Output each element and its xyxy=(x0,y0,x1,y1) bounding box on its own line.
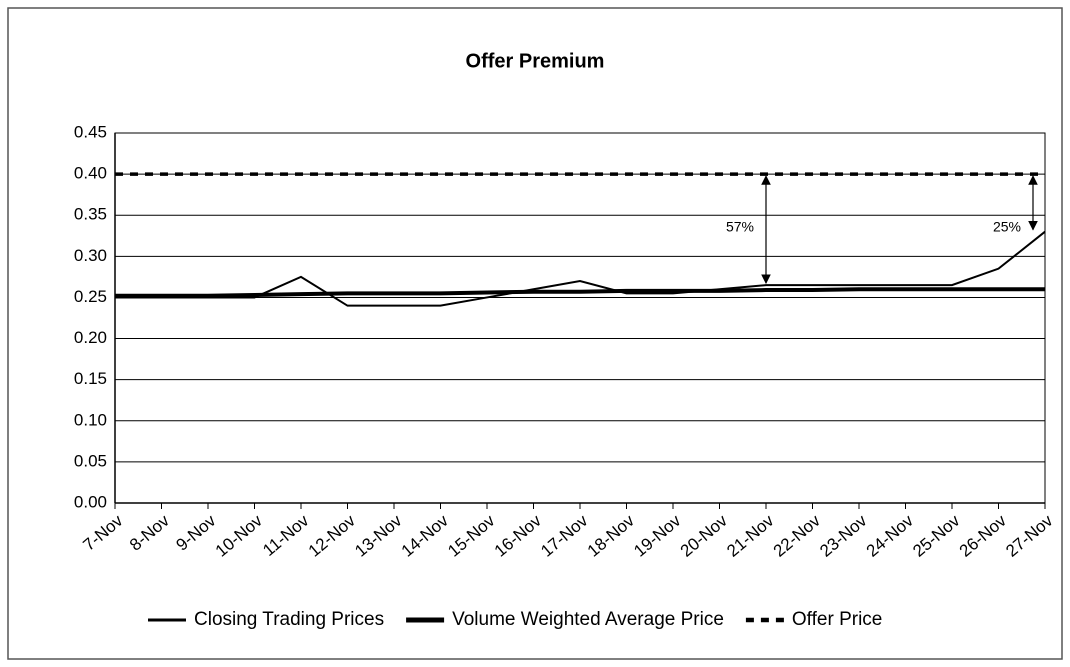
x-tick-label: 23-Nov xyxy=(816,511,871,561)
legend-label: Volume Weighted Average Price xyxy=(452,609,724,630)
x-tick-label: 15-Nov xyxy=(444,511,499,561)
legend-label: Closing Trading Prices xyxy=(194,609,384,630)
x-tick-label: 25-Nov xyxy=(909,511,964,561)
y-tick-label: 0.15 xyxy=(74,369,107,388)
x-tick-label: 19-Nov xyxy=(630,511,685,561)
annotation: 25% xyxy=(993,219,1021,235)
x-tick-label: 26-Nov xyxy=(956,511,1011,561)
y-tick-label: 0.35 xyxy=(74,205,107,224)
annotation: 57% xyxy=(726,219,754,235)
legend-label: Offer Price xyxy=(792,609,882,630)
x-tick-label: 17-Nov xyxy=(537,511,592,561)
x-tick-label: 24-Nov xyxy=(863,511,918,561)
y-tick-label: 0.00 xyxy=(74,492,107,511)
x-tick-label: 11-Nov xyxy=(259,511,313,560)
y-tick-label: 0.20 xyxy=(74,328,107,347)
y-tick-label: 0.05 xyxy=(74,451,107,470)
x-tick-label: 8-Nov xyxy=(126,511,173,555)
chart-border xyxy=(7,7,1063,660)
x-tick-label: 22-Nov xyxy=(770,511,825,561)
x-tick-label: 10-Nov xyxy=(212,511,267,561)
series-line xyxy=(115,287,1045,298)
y-tick-label: 0.10 xyxy=(74,410,107,429)
y-tick-label: 0.45 xyxy=(74,122,107,141)
y-tick-label: 0.30 xyxy=(74,246,107,265)
plot-frame xyxy=(114,132,1046,504)
x-tick-label: 14-Nov xyxy=(398,511,453,561)
y-tick-label: 0.40 xyxy=(74,164,107,183)
y-tick-label: 0.25 xyxy=(74,287,107,306)
x-tick-label: 18-Nov xyxy=(584,511,639,561)
x-tick-label: 7-Nov xyxy=(79,511,126,555)
x-tick-label: 27-Nov xyxy=(1002,511,1057,561)
x-tick-label: 12-Nov xyxy=(305,511,360,561)
x-tick-label: 16-Nov xyxy=(491,511,546,561)
chart-title: Offer Premium xyxy=(466,50,605,72)
x-tick-label: 13-Nov xyxy=(351,511,406,561)
x-tick-label: 21-Nov xyxy=(723,511,778,561)
series-line xyxy=(115,230,1046,307)
x-tick-label: 20-Nov xyxy=(677,511,732,561)
